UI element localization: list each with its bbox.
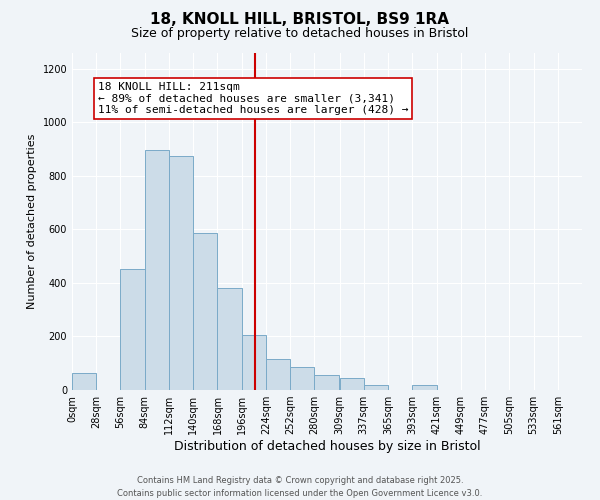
Bar (169, 156, 193, 390)
Y-axis label: Number of detached properties: Number of detached properties (27, 134, 37, 309)
Bar (121, 270, 145, 390)
Bar (72, 372, 96, 390)
Bar (364, 385, 388, 390)
Bar (412, 385, 437, 390)
Bar (217, 288, 242, 390)
Bar (340, 378, 364, 390)
Bar (145, 150, 169, 390)
Text: 18 KNOLL HILL: 211sqm
← 89% of detached houses are smaller (3,341)
11% of semi-d: 18 KNOLL HILL: 211sqm ← 89% of detached … (98, 82, 409, 115)
Text: Size of property relative to detached houses in Bristol: Size of property relative to detached ho… (131, 28, 469, 40)
Bar (290, 367, 314, 390)
Text: Contains HM Land Registry data © Crown copyright and database right 2025.
Contai: Contains HM Land Registry data © Crown c… (118, 476, 482, 498)
X-axis label: Distribution of detached houses by size in Bristol: Distribution of detached houses by size … (173, 440, 481, 453)
Text: 18, KNOLL HILL, BRISTOL, BS9 1RA: 18, KNOLL HILL, BRISTOL, BS9 1RA (151, 12, 449, 28)
Bar (193, 234, 217, 390)
Bar (242, 335, 266, 390)
Bar (266, 359, 290, 390)
Bar (314, 376, 338, 390)
